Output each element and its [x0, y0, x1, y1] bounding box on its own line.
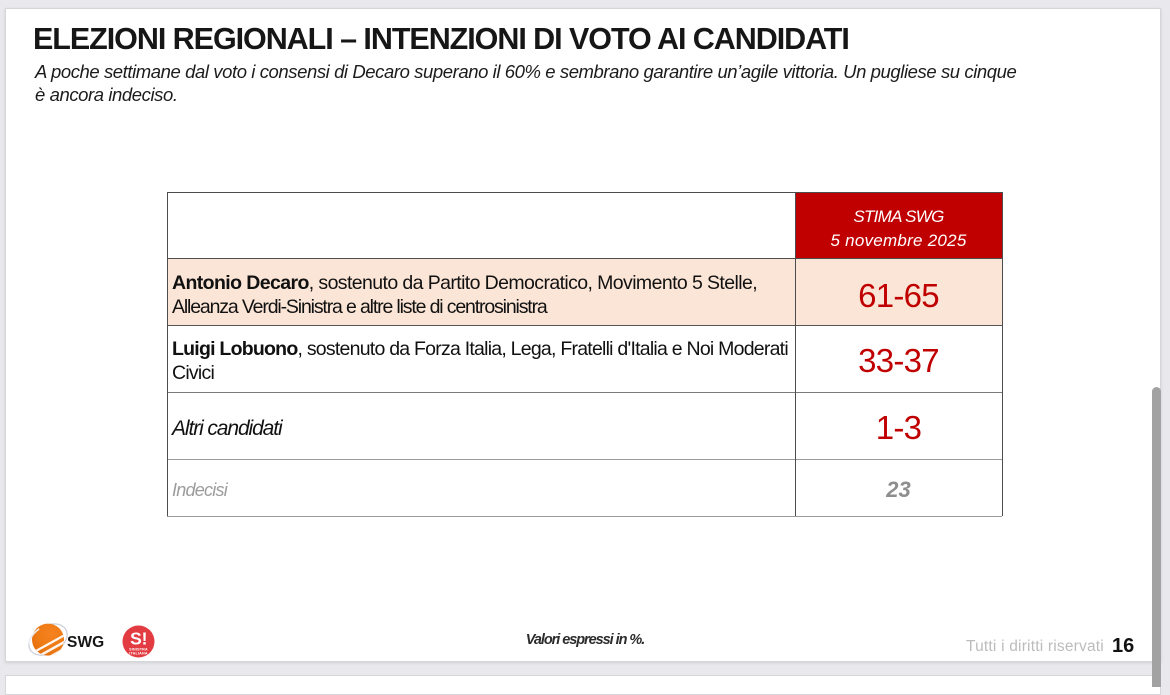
svg-text:ITALIANA: ITALIANA	[129, 651, 148, 655]
svg-text:SINISTRA: SINISTRA	[129, 647, 148, 651]
svg-text:!: !	[142, 629, 148, 649]
svg-text:S: S	[130, 629, 142, 649]
